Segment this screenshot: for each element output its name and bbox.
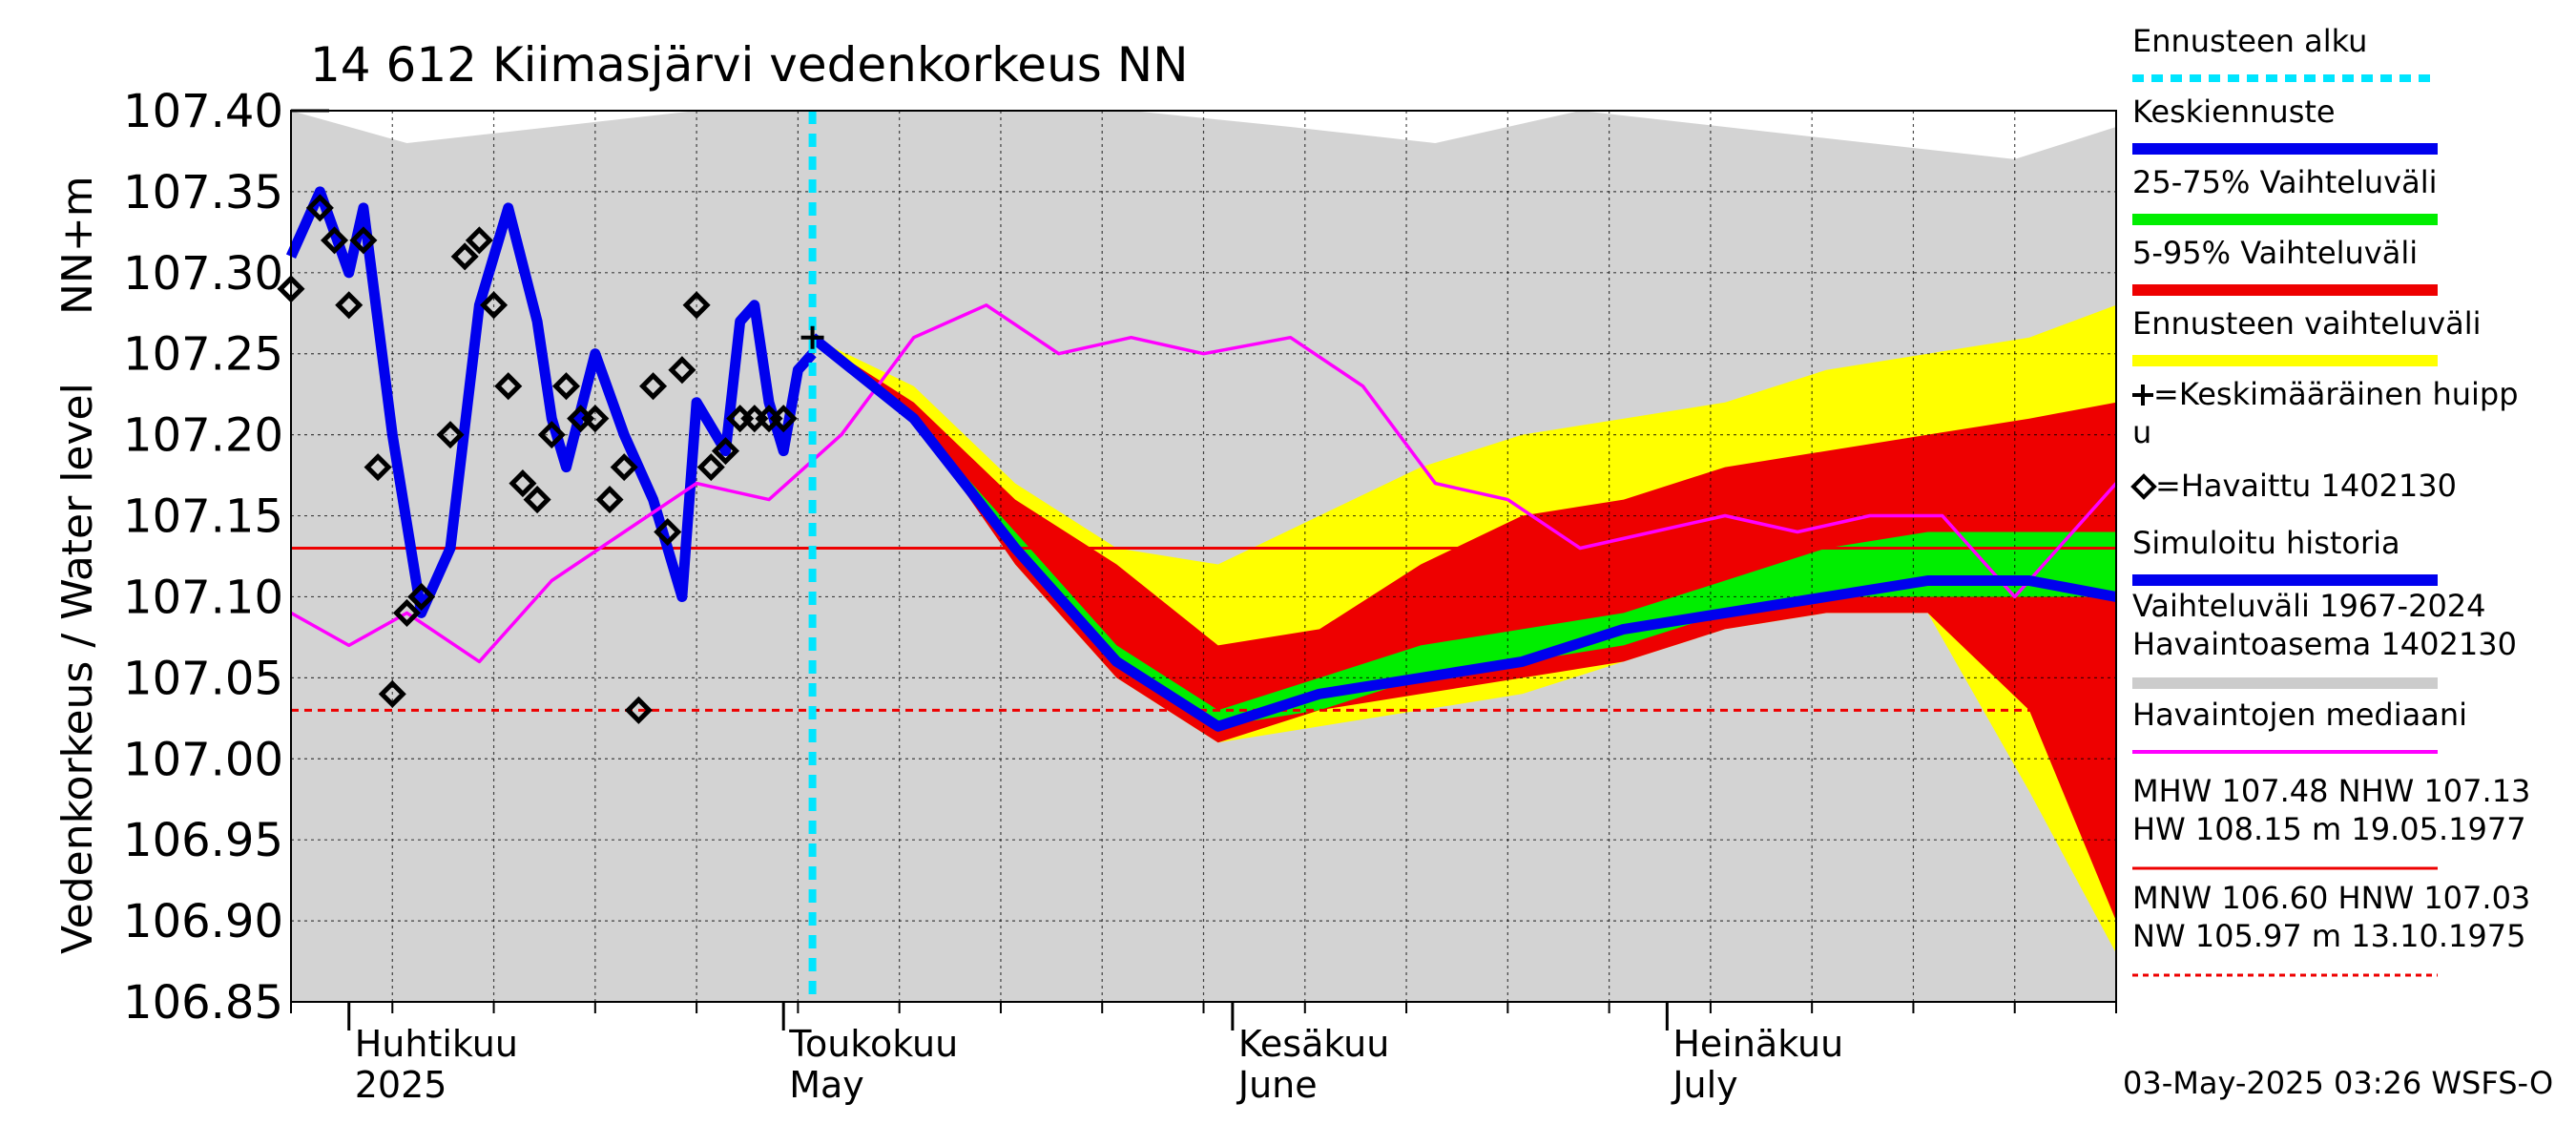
legend-label-2: u [2132,414,2151,450]
observed-point [349,226,378,255]
observed-point [465,226,493,255]
footer-timestamp: 03-May-2025 03:26 WSFS-O [2123,1065,2553,1101]
legend-item: Ennusteen vaihteluväli [2132,305,2482,366]
observed-point [523,486,551,514]
observed-point [668,356,696,385]
legend-label: 25-75% Vaihteluväli [2132,164,2437,200]
y-axis-unit: NN+m [53,176,102,315]
legend-label: Havaintojen mediaani [2132,697,2467,733]
legend-item: Simuloitu historia [2132,525,2438,586]
legend-label: =Havaittu 1402130 [2155,468,2457,504]
x-month-label: Heinäkuu [1672,1023,1843,1065]
observed-point [436,421,465,449]
y-tick-label: 107.20 [123,409,283,463]
legend-label: Ennusteen alku [2132,23,2367,59]
y-tick-label: 107.00 [123,733,283,786]
legend-label: 5-95% Vaihteluväli [2132,235,2418,271]
series-keskiennuste [809,333,2118,732]
x-month-label: Toukokuu [788,1023,958,1065]
observed-point [407,582,436,611]
x-month-label: Huhtikuu [355,1023,518,1065]
y-axis-label: Vedenkorkeus / Water level [53,383,102,954]
x-month-sublabel: June [1236,1064,1318,1106]
observed-point [769,405,798,433]
observed-point [392,598,421,627]
legend-label: Ennusteen vaihteluväli [2132,305,2482,342]
legend-item: Ennusteen alku [2132,23,2438,82]
band-25-75 [812,337,2116,727]
legend-plus-marker [2132,385,2153,406]
band-5-95 [812,337,2116,922]
legend-item: 5-95% Vaihteluväli [2132,235,2438,296]
observed-point [610,453,638,482]
legend-label: Keskiennuste [2132,94,2336,130]
legend-label: Vaihteluväli 1967-2024 [2132,588,2486,624]
observed-point [480,291,509,320]
legend-label-2: HW 108.15 m 19.05.1977 [2132,811,2526,847]
y-tick-label: 107.25 [123,328,283,382]
observed-point [639,372,668,401]
y-tick-label: 107.40 [123,85,283,138]
observed-point [682,291,711,320]
legend-label: =Keskimääräinen huipp [2153,376,2519,412]
y-tick-label: 106.95 [123,814,283,867]
observed-point [595,486,624,514]
legend-label: MHW 107.48 NHW 107.13 [2132,773,2530,809]
legend-item: Keskiennuste [2132,94,2438,155]
legend-item: =Havaittu 1402130 [2130,468,2457,504]
x-month-sublabel: 2025 [355,1064,447,1106]
observed-point [494,372,523,401]
legend-item: Havaintojen mediaani [2132,697,2467,754]
observed-point [364,453,392,482]
observed-point [509,469,537,498]
legend-label: Simuloitu historia [2132,525,2400,561]
observed-point [378,679,406,708]
x-month-sublabel: May [789,1064,864,1106]
mean-peak-marker [800,325,824,349]
observed-point [711,437,740,466]
y-tick-label: 107.30 [123,247,283,301]
observed-point [450,242,479,271]
chart-title: 14 612 Kiimasjärvi vedenkorkeus NN [310,37,1189,93]
y-tick-label: 106.85 [123,976,283,1030]
legend-label-2: Havaintoasema 1402130 [2132,626,2517,662]
observed-point [335,291,364,320]
observed-point [696,453,725,482]
observed-point [551,372,581,401]
x-month-label: Kesäkuu [1238,1023,1390,1065]
y-tick-label: 107.05 [123,652,283,705]
legend-item: Vaihteluväli 1967-2024 Havaintoasema 140… [2132,588,2517,689]
series-havaintojen-mediaani [290,303,2118,664]
y-tick-label: 107.15 [123,490,283,544]
legend-item: 25-75% Vaihteluväli [2132,164,2438,225]
y-tick-label: 106.90 [123,895,283,948]
observed-point [581,405,610,433]
legend-label: MNW 106.60 HNW 107.03 [2132,880,2530,916]
historical-range-band [291,111,2116,1002]
observed-point [537,421,566,449]
legend-label-2: NW 105.97 m 13.10.1975 [2132,918,2525,954]
x-month-sublabel: July [1671,1064,1737,1106]
y-tick-label: 107.35 [123,166,283,219]
observed-point [321,226,349,255]
y-tick-label: 107.10 [123,571,283,624]
observed-point [305,194,334,222]
observed-point [654,517,682,547]
legend-diamond-marker [2130,473,2157,500]
observed-point [624,696,653,724]
